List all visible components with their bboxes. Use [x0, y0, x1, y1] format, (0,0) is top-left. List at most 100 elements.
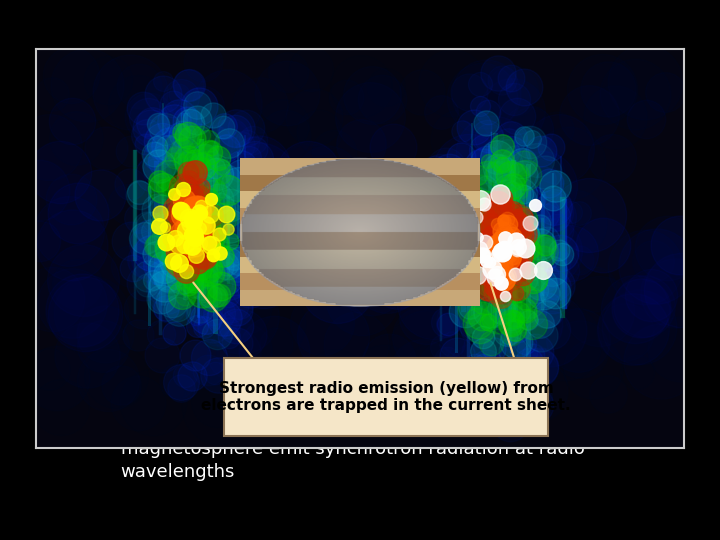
- Point: [498, 245, 510, 254]
- FancyBboxPatch shape: [240, 159, 480, 175]
- Point: [220, 274, 232, 282]
- Text: Charged particles in the densest portions of Jupiter’s
magnetosphere emit synchr: Charged particles in the densest portion…: [121, 416, 597, 481]
- Point: [554, 249, 566, 258]
- Point: [467, 320, 478, 328]
- Point: [487, 274, 498, 283]
- Point: [182, 252, 194, 261]
- Point: [182, 81, 194, 90]
- Point: [481, 240, 492, 248]
- Point: [191, 214, 202, 222]
- Point: [180, 303, 192, 312]
- Point: [241, 198, 253, 207]
- Point: [485, 397, 497, 406]
- Point: [477, 312, 488, 320]
- Point: [149, 242, 161, 251]
- Point: [536, 249, 547, 258]
- Point: [554, 246, 565, 255]
- Point: [185, 212, 197, 220]
- Point: [490, 232, 502, 241]
- Point: [492, 240, 503, 248]
- Point: [378, 373, 390, 382]
- Point: [33, 186, 45, 195]
- Point: [174, 190, 186, 199]
- Point: [180, 222, 192, 231]
- Point: [176, 183, 187, 191]
- Point: [429, 165, 441, 174]
- Point: [137, 104, 148, 113]
- Point: [223, 323, 235, 332]
- Point: [485, 227, 496, 236]
- Point: [233, 300, 245, 309]
- Point: [494, 202, 505, 211]
- Point: [202, 365, 214, 374]
- Point: [183, 81, 194, 90]
- Point: [191, 131, 202, 139]
- Point: [495, 381, 507, 390]
- Point: [185, 193, 197, 201]
- Point: [520, 293, 531, 301]
- Point: [173, 259, 184, 268]
- Point: [192, 228, 203, 237]
- Point: [205, 185, 217, 194]
- Point: [162, 145, 174, 153]
- Point: [142, 113, 153, 122]
- Point: [154, 208, 166, 217]
- Point: [158, 223, 169, 232]
- Point: [496, 237, 508, 245]
- Point: [641, 115, 652, 124]
- Point: [71, 280, 83, 289]
- Point: [534, 320, 546, 329]
- Point: [173, 305, 184, 314]
- Point: [454, 238, 466, 247]
- Point: [549, 202, 560, 211]
- Point: [504, 274, 516, 282]
- Point: [610, 113, 621, 122]
- Point: [191, 199, 202, 208]
- Point: [157, 76, 168, 85]
- Point: [340, 93, 351, 102]
- Point: [186, 226, 197, 234]
- Point: [279, 131, 291, 139]
- Point: [198, 251, 210, 260]
- Point: [507, 333, 518, 341]
- Point: [233, 179, 244, 188]
- Point: [147, 397, 158, 406]
- Point: [197, 58, 209, 66]
- Point: [338, 234, 349, 243]
- Point: [203, 239, 215, 247]
- Point: [188, 220, 199, 229]
- Point: [507, 250, 518, 259]
- Point: [235, 312, 246, 321]
- Point: [207, 266, 218, 274]
- Point: [185, 208, 197, 217]
- Point: [457, 211, 469, 219]
- Point: [482, 222, 493, 231]
- Point: [501, 259, 513, 267]
- Point: [488, 216, 500, 225]
- Point: [63, 227, 75, 235]
- Point: [510, 287, 521, 295]
- Point: [328, 147, 340, 156]
- Point: [513, 220, 524, 229]
- Point: [173, 256, 184, 265]
- Point: [490, 284, 502, 293]
- Point: [441, 355, 453, 363]
- Point: [521, 277, 533, 286]
- Point: [495, 261, 507, 270]
- Point: [495, 278, 507, 287]
- Point: [588, 365, 599, 374]
- Point: [179, 136, 190, 144]
- Point: [498, 275, 509, 284]
- Point: [44, 142, 55, 151]
- Point: [178, 135, 189, 144]
- Point: [225, 300, 237, 309]
- Point: [483, 247, 495, 256]
- Point: [476, 323, 487, 332]
- Point: [461, 202, 472, 211]
- Point: [506, 310, 518, 319]
- Point: [99, 329, 111, 338]
- Point: [171, 141, 183, 150]
- Point: [467, 201, 479, 210]
- Point: [142, 228, 153, 237]
- Point: [493, 259, 505, 268]
